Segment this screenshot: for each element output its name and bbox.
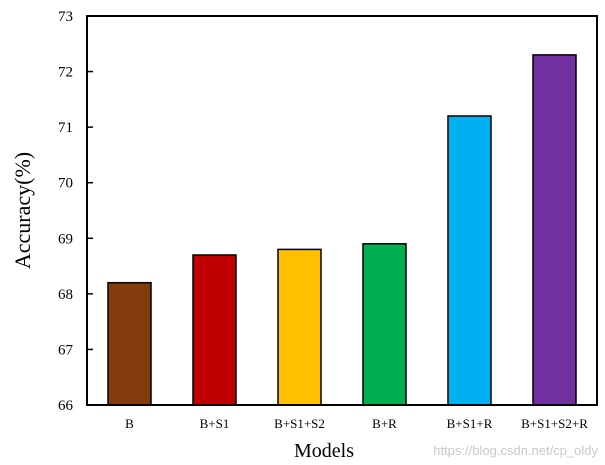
y-axis-title: Accuracy(%) (10, 152, 35, 269)
y-tick-label: 67 (58, 342, 74, 358)
bar-b-s1-r (447, 115, 492, 406)
y-tick-label: 66 (58, 398, 74, 414)
y-tick-label: 71 (58, 120, 73, 136)
x-tick-label: B+S1+S2+R (521, 416, 588, 431)
x-tick-labels-group: B B+S1 B+S1+S2 B+R B+S1+R B+S1+S2+R (125, 416, 588, 431)
y-tick-label: 70 (58, 176, 73, 192)
x-axis-title: Models (294, 440, 354, 462)
bar-b-s1 (192, 254, 237, 406)
x-tick-label: B+S1+R (447, 416, 493, 431)
x-tick-label: B+R (372, 416, 397, 431)
bar-b-s1-s2 (277, 248, 322, 406)
y-tick-label: 72 (58, 65, 73, 81)
x-tick-label: B+S1 (200, 416, 230, 431)
y-tick-label: 69 (58, 231, 73, 247)
plot-frame (86, 15, 598, 406)
bar-b-r (362, 243, 407, 406)
x-tick-label: B+S1+S2 (274, 416, 325, 431)
bars-group (107, 54, 577, 406)
bar-b (107, 281, 152, 406)
x-tick-label: B (125, 416, 134, 431)
watermark-text: https://blog.csdn.net/cp_oldy (433, 443, 598, 458)
y-ticks-group: 66 67 68 69 70 71 72 73 (58, 9, 93, 414)
y-tick-label: 73 (58, 9, 73, 25)
y-tick-label: 68 (58, 287, 73, 303)
bar-b-s1-s2-r (532, 54, 577, 406)
